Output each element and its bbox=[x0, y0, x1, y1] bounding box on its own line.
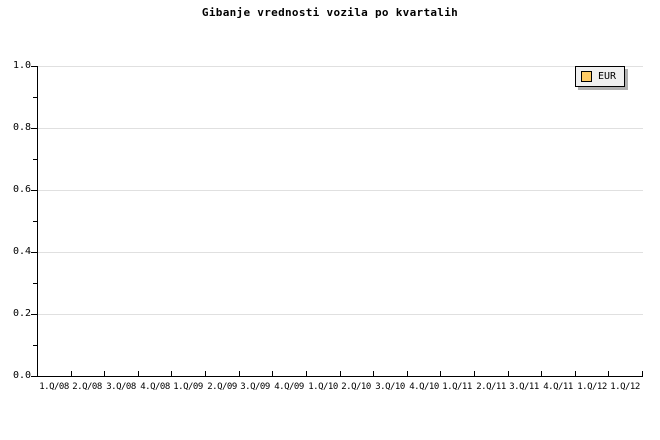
gridline bbox=[38, 252, 643, 253]
x-tick bbox=[138, 371, 139, 376]
y-tick-label: 0.2 bbox=[12, 308, 31, 319]
gridline bbox=[38, 190, 643, 191]
x-tick-label: 1.Q/10 bbox=[308, 382, 338, 392]
y-major-tick bbox=[31, 252, 37, 253]
x-tick-label: 4.Q/10 bbox=[409, 382, 439, 392]
x-tick-label: 1.Q/09 bbox=[173, 382, 203, 392]
x-tick bbox=[575, 371, 576, 376]
x-tick bbox=[340, 371, 341, 376]
y-major-tick bbox=[31, 128, 37, 129]
x-tick-label: 3.Q/08 bbox=[106, 382, 136, 392]
x-tick-label: 4.Q/08 bbox=[140, 382, 170, 392]
x-tick-label: 2.Q/08 bbox=[72, 382, 102, 392]
y-minor-tick bbox=[33, 159, 37, 160]
y-major-tick bbox=[31, 190, 37, 191]
legend: EUR bbox=[575, 66, 625, 87]
x-tick bbox=[608, 371, 609, 376]
x-tick bbox=[440, 371, 441, 376]
gridline bbox=[38, 128, 643, 129]
y-major-tick bbox=[31, 66, 37, 67]
x-tick-label: 2.Q/09 bbox=[207, 382, 237, 392]
x-tick bbox=[171, 371, 172, 376]
x-tick-label: 1.Q/12 bbox=[577, 382, 607, 392]
x-tick-label: 2.Q/11 bbox=[476, 382, 506, 392]
legend-label-eur: EUR bbox=[598, 71, 617, 82]
x-tick bbox=[272, 371, 273, 376]
x-tick bbox=[306, 371, 307, 376]
gridline bbox=[38, 314, 643, 315]
x-tick bbox=[508, 371, 509, 376]
x-tick bbox=[407, 371, 408, 376]
plot-area bbox=[31, 66, 643, 377]
x-tick bbox=[205, 371, 206, 376]
x-tick bbox=[541, 371, 542, 376]
y-minor-tick bbox=[33, 345, 37, 346]
x-tick-label: 3.Q/11 bbox=[509, 382, 539, 392]
x-tick-label: 1.Q/11 bbox=[442, 382, 472, 392]
x-tick-label: 4.Q/09 bbox=[274, 382, 304, 392]
y-tick-label: 0.6 bbox=[12, 184, 31, 195]
y-major-tick bbox=[31, 314, 37, 315]
x-tick bbox=[474, 371, 475, 376]
x-tick-label: 2.Q/10 bbox=[341, 382, 371, 392]
x-tick-label: 4.Q/11 bbox=[543, 382, 573, 392]
x-tick-label: 1.Q/08 bbox=[39, 382, 69, 392]
x-tick bbox=[71, 371, 72, 376]
x-tick bbox=[104, 371, 105, 376]
legend-swatch-eur-icon bbox=[581, 71, 592, 82]
x-tick-label: 3.Q/09 bbox=[240, 382, 270, 392]
chart-title: Gibanje vrednosti vozila po kvartalih bbox=[201, 6, 459, 19]
gridline bbox=[38, 66, 643, 67]
y-tick-label: 0.4 bbox=[12, 246, 31, 257]
x-tick bbox=[239, 371, 240, 376]
y-tick-label: 0.0 bbox=[12, 370, 31, 381]
y-minor-tick bbox=[33, 221, 37, 222]
x-tick-label: 3.Q/10 bbox=[375, 382, 405, 392]
y-tick-label: 0.8 bbox=[12, 122, 31, 133]
x-tick-label: 1.Q/12 bbox=[610, 382, 640, 392]
y-tick-label: 1.0 bbox=[12, 60, 31, 71]
x-tick bbox=[373, 371, 374, 376]
y-major-tick bbox=[31, 376, 37, 377]
x-tick bbox=[642, 371, 643, 376]
y-minor-tick bbox=[33, 97, 37, 98]
y-minor-tick bbox=[33, 283, 37, 284]
